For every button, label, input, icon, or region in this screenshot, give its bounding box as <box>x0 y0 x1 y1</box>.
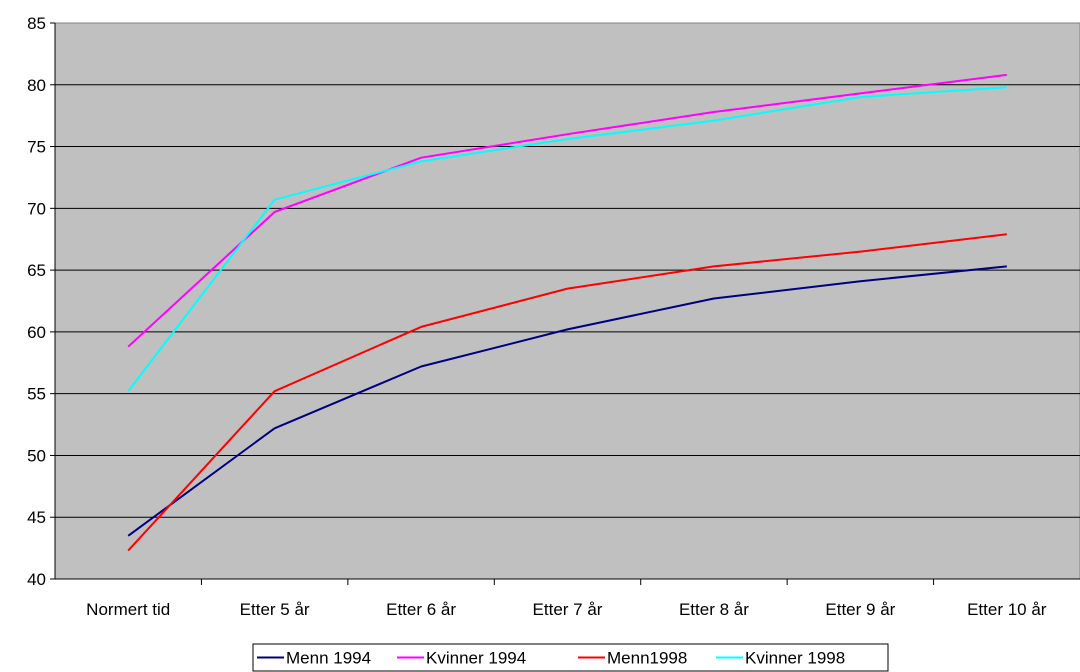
y-tick-label: 60 <box>27 323 46 342</box>
x-tick-label: Etter 6 år <box>386 600 456 619</box>
y-tick-label: 45 <box>27 508 46 527</box>
series-lines <box>127 73 1007 552</box>
x-tick-label: Etter 7 år <box>533 600 603 619</box>
x-tick-label: Etter 10 år <box>967 600 1047 619</box>
grid-lines <box>55 84 1080 518</box>
y-tick-label: 65 <box>27 261 46 280</box>
legend-label: Menn1998 <box>607 649 687 668</box>
series-line-1 <box>127 265 1007 537</box>
x-tick-label: Normert tid <box>86 600 170 619</box>
y-tick-label: 40 <box>27 570 46 589</box>
legend-label: Kvinner 1998 <box>745 649 845 668</box>
x-tick-label: Etter 8 år <box>679 600 749 619</box>
legend: Menn 1994 Kvinner 1994 Menn1998 Kvinner 199… <box>252 643 889 672</box>
legend-label: Menn 1994 <box>286 649 371 668</box>
y-tick-label: 85 <box>27 14 46 33</box>
x-axis: Normert tid Etter 5 år Etter 6 år Etter 7 å… <box>55 578 1080 619</box>
x-tick-label: Etter 9 år <box>825 600 895 619</box>
y-axis: 40 45 50 55 60 65 70 75 80 85 <box>27 14 56 589</box>
y-tick-label: 80 <box>27 76 46 95</box>
legend-label: Kvinner 1994 <box>426 649 526 668</box>
x-tick-label: Etter 5 år <box>240 600 310 619</box>
y-tick-label: 70 <box>27 199 46 218</box>
series-line-3 <box>127 233 1007 552</box>
legend-box <box>252 643 889 672</box>
y-tick-label: 55 <box>27 385 46 404</box>
y-tick-label: 50 <box>27 446 46 465</box>
series-line-4 <box>127 86 1007 392</box>
series-line-2 <box>127 73 1007 348</box>
y-tick-label: 75 <box>27 138 46 157</box>
plot-area <box>54 22 1080 580</box>
